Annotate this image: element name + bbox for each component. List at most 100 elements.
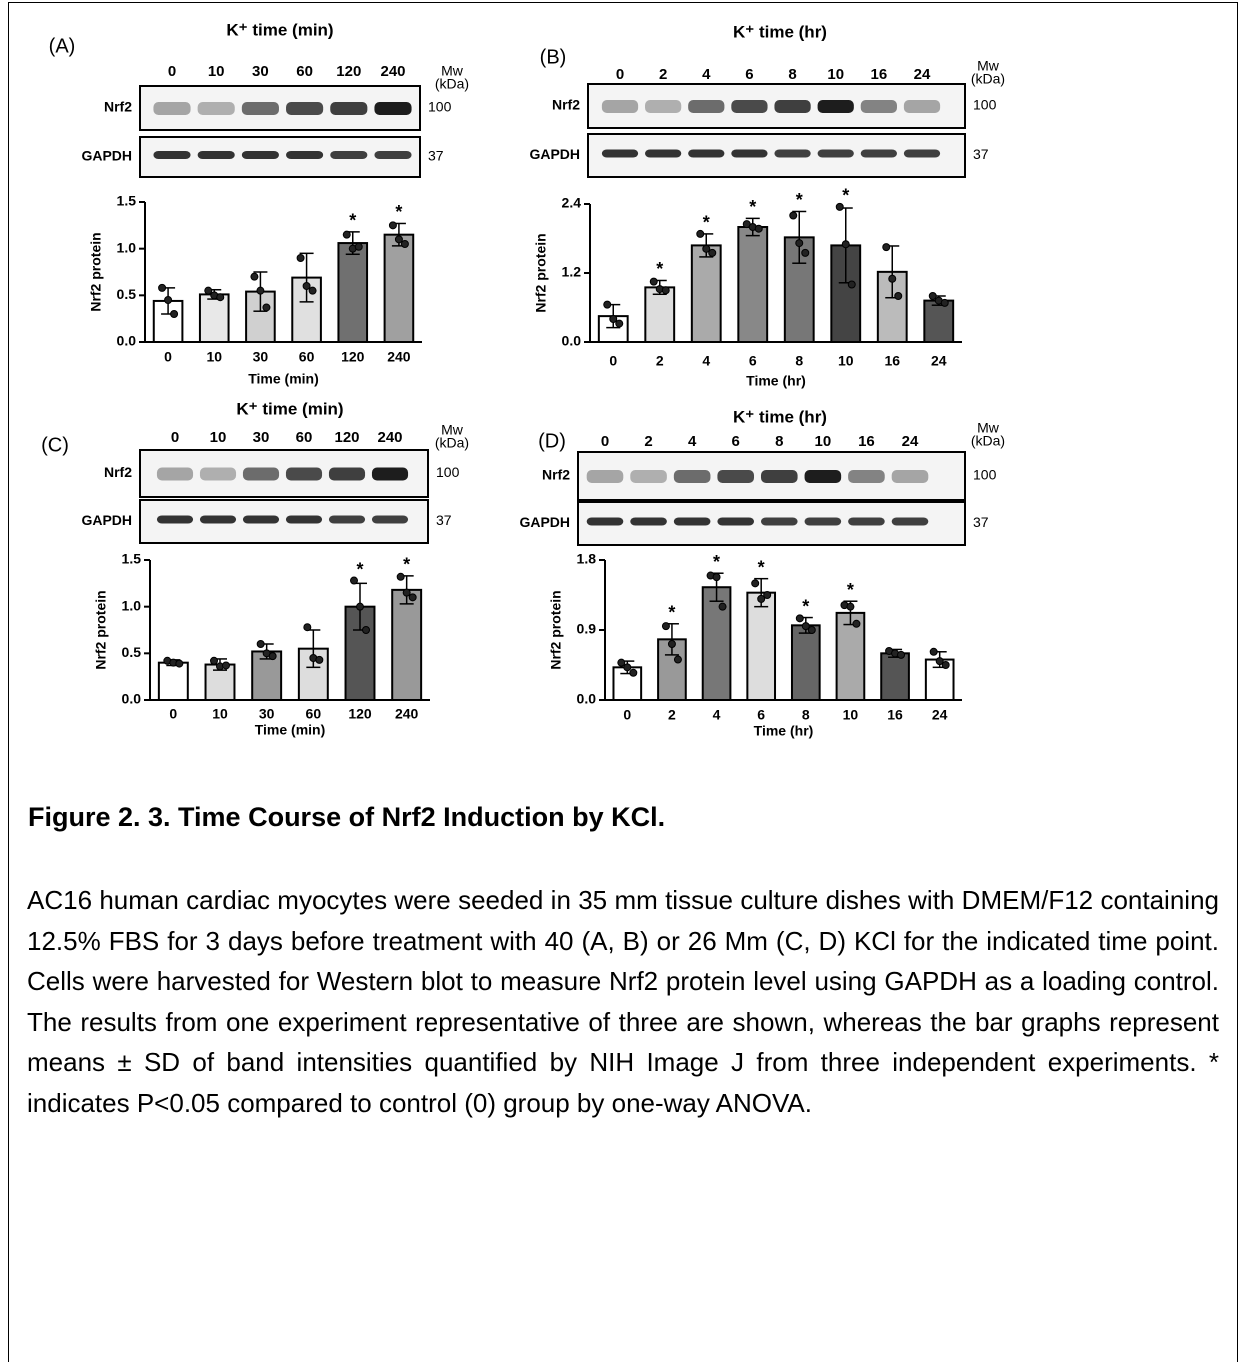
significance: *	[668, 603, 675, 623]
bar	[159, 663, 188, 700]
blot-band	[374, 102, 411, 115]
data-point	[263, 304, 270, 311]
blot-band	[645, 100, 681, 113]
blot-band	[818, 100, 854, 113]
x-tick-label: 10	[212, 706, 228, 722]
blot-band	[848, 518, 885, 526]
page: (A)K⁺ time (min)0103060120240Mw(kDa)Nrf2…	[0, 0, 1246, 1346]
blot-band	[731, 100, 767, 113]
y-tick-label: 2.4	[562, 195, 582, 211]
blot-mw: 37	[973, 514, 989, 530]
bar	[692, 245, 721, 342]
data-point	[895, 293, 902, 300]
blot-band	[630, 470, 667, 483]
x-tick-label: 30	[259, 706, 275, 722]
y-tick-label: 0.0	[117, 333, 137, 349]
data-point	[409, 594, 416, 601]
blot-band	[329, 468, 365, 481]
data-point	[403, 589, 410, 596]
y-axis-title: Nrf2 protein	[548, 590, 564, 669]
lane-label: 10	[210, 429, 227, 446]
panel-label: (D)	[538, 430, 566, 452]
blot-title: K⁺ time (hr)	[733, 407, 827, 426]
lane-label: 30	[253, 429, 270, 446]
blot-band	[243, 516, 279, 524]
data-point	[662, 623, 669, 630]
x-tick-label: 2	[668, 707, 676, 723]
x-tick-label: 8	[795, 353, 803, 369]
x-tick-label: 16	[887, 707, 903, 723]
data-point	[942, 662, 949, 669]
x-tick-label: 120	[341, 349, 365, 365]
bar	[392, 590, 421, 700]
lane-label: 4	[702, 66, 711, 83]
y-tick-label: 1.5	[117, 193, 137, 209]
significance: *	[349, 211, 356, 231]
x-tick-label: 6	[749, 353, 757, 369]
data-point	[941, 299, 948, 306]
significance: *	[796, 190, 803, 210]
bar	[338, 243, 367, 342]
blot-band	[818, 150, 854, 158]
lane-label: 24	[914, 66, 931, 83]
blot-band	[157, 516, 193, 524]
data-point	[808, 627, 815, 634]
mw-unit: (kDa)	[971, 71, 1005, 87]
significance: *	[847, 580, 854, 600]
blot-band	[200, 468, 236, 481]
x-tick-label: 240	[387, 349, 411, 365]
blot-band	[587, 470, 624, 483]
blot-band	[153, 102, 190, 115]
bar	[924, 301, 953, 342]
lane-label: 8	[788, 66, 796, 83]
data-point	[363, 627, 370, 634]
bar	[703, 587, 731, 700]
lane-label: 60	[296, 429, 313, 446]
data-point	[847, 603, 854, 610]
y-tick-label: 1.8	[577, 551, 597, 567]
y-tick-label: 0.0	[122, 691, 142, 707]
data-point	[842, 241, 849, 248]
x-tick-label: 120	[348, 706, 372, 722]
x-tick-label: 16	[884, 353, 900, 369]
blot-band	[329, 516, 365, 524]
data-point	[269, 653, 276, 660]
data-point	[297, 255, 304, 262]
data-point	[171, 311, 178, 318]
blot-mw: 37	[973, 146, 989, 162]
blot-band	[861, 150, 897, 158]
blot-band	[587, 518, 624, 526]
blot-band	[731, 150, 767, 158]
x-tick-label: 10	[838, 353, 854, 369]
blot-band	[892, 518, 929, 526]
blot-band	[372, 516, 408, 524]
data-point	[357, 603, 364, 610]
lane-label: 2	[644, 433, 652, 450]
x-tick-label: 10	[206, 349, 222, 365]
significance: *	[395, 202, 402, 222]
blot-band	[805, 470, 842, 483]
lane-label: 2	[659, 66, 667, 83]
x-tick-label: 24	[932, 707, 948, 723]
data-point	[630, 669, 637, 676]
panel-label: (C)	[41, 434, 69, 456]
x-axis-title: Time (hr)	[754, 723, 814, 739]
data-point	[752, 580, 759, 587]
data-point	[205, 287, 212, 294]
lane-label: 240	[377, 429, 402, 446]
panel-label: (B)	[540, 46, 567, 68]
data-point	[395, 236, 402, 243]
blot-band	[892, 470, 929, 483]
bar	[200, 294, 229, 342]
y-tick-label: 1.5	[122, 551, 142, 567]
data-point	[755, 225, 762, 232]
x-tick-label: 0	[623, 707, 631, 723]
data-point	[853, 620, 860, 627]
x-tick-label: 60	[306, 706, 322, 722]
x-tick-label: 60	[299, 349, 315, 365]
x-axis-title: Time (min)	[255, 722, 326, 738]
caption-body: AC16 human cardiac myocytes were seeded …	[27, 880, 1219, 1124]
lane-label: 10	[827, 66, 844, 83]
blot-row-label: Nrf2	[542, 467, 570, 483]
blot-band	[286, 102, 323, 115]
